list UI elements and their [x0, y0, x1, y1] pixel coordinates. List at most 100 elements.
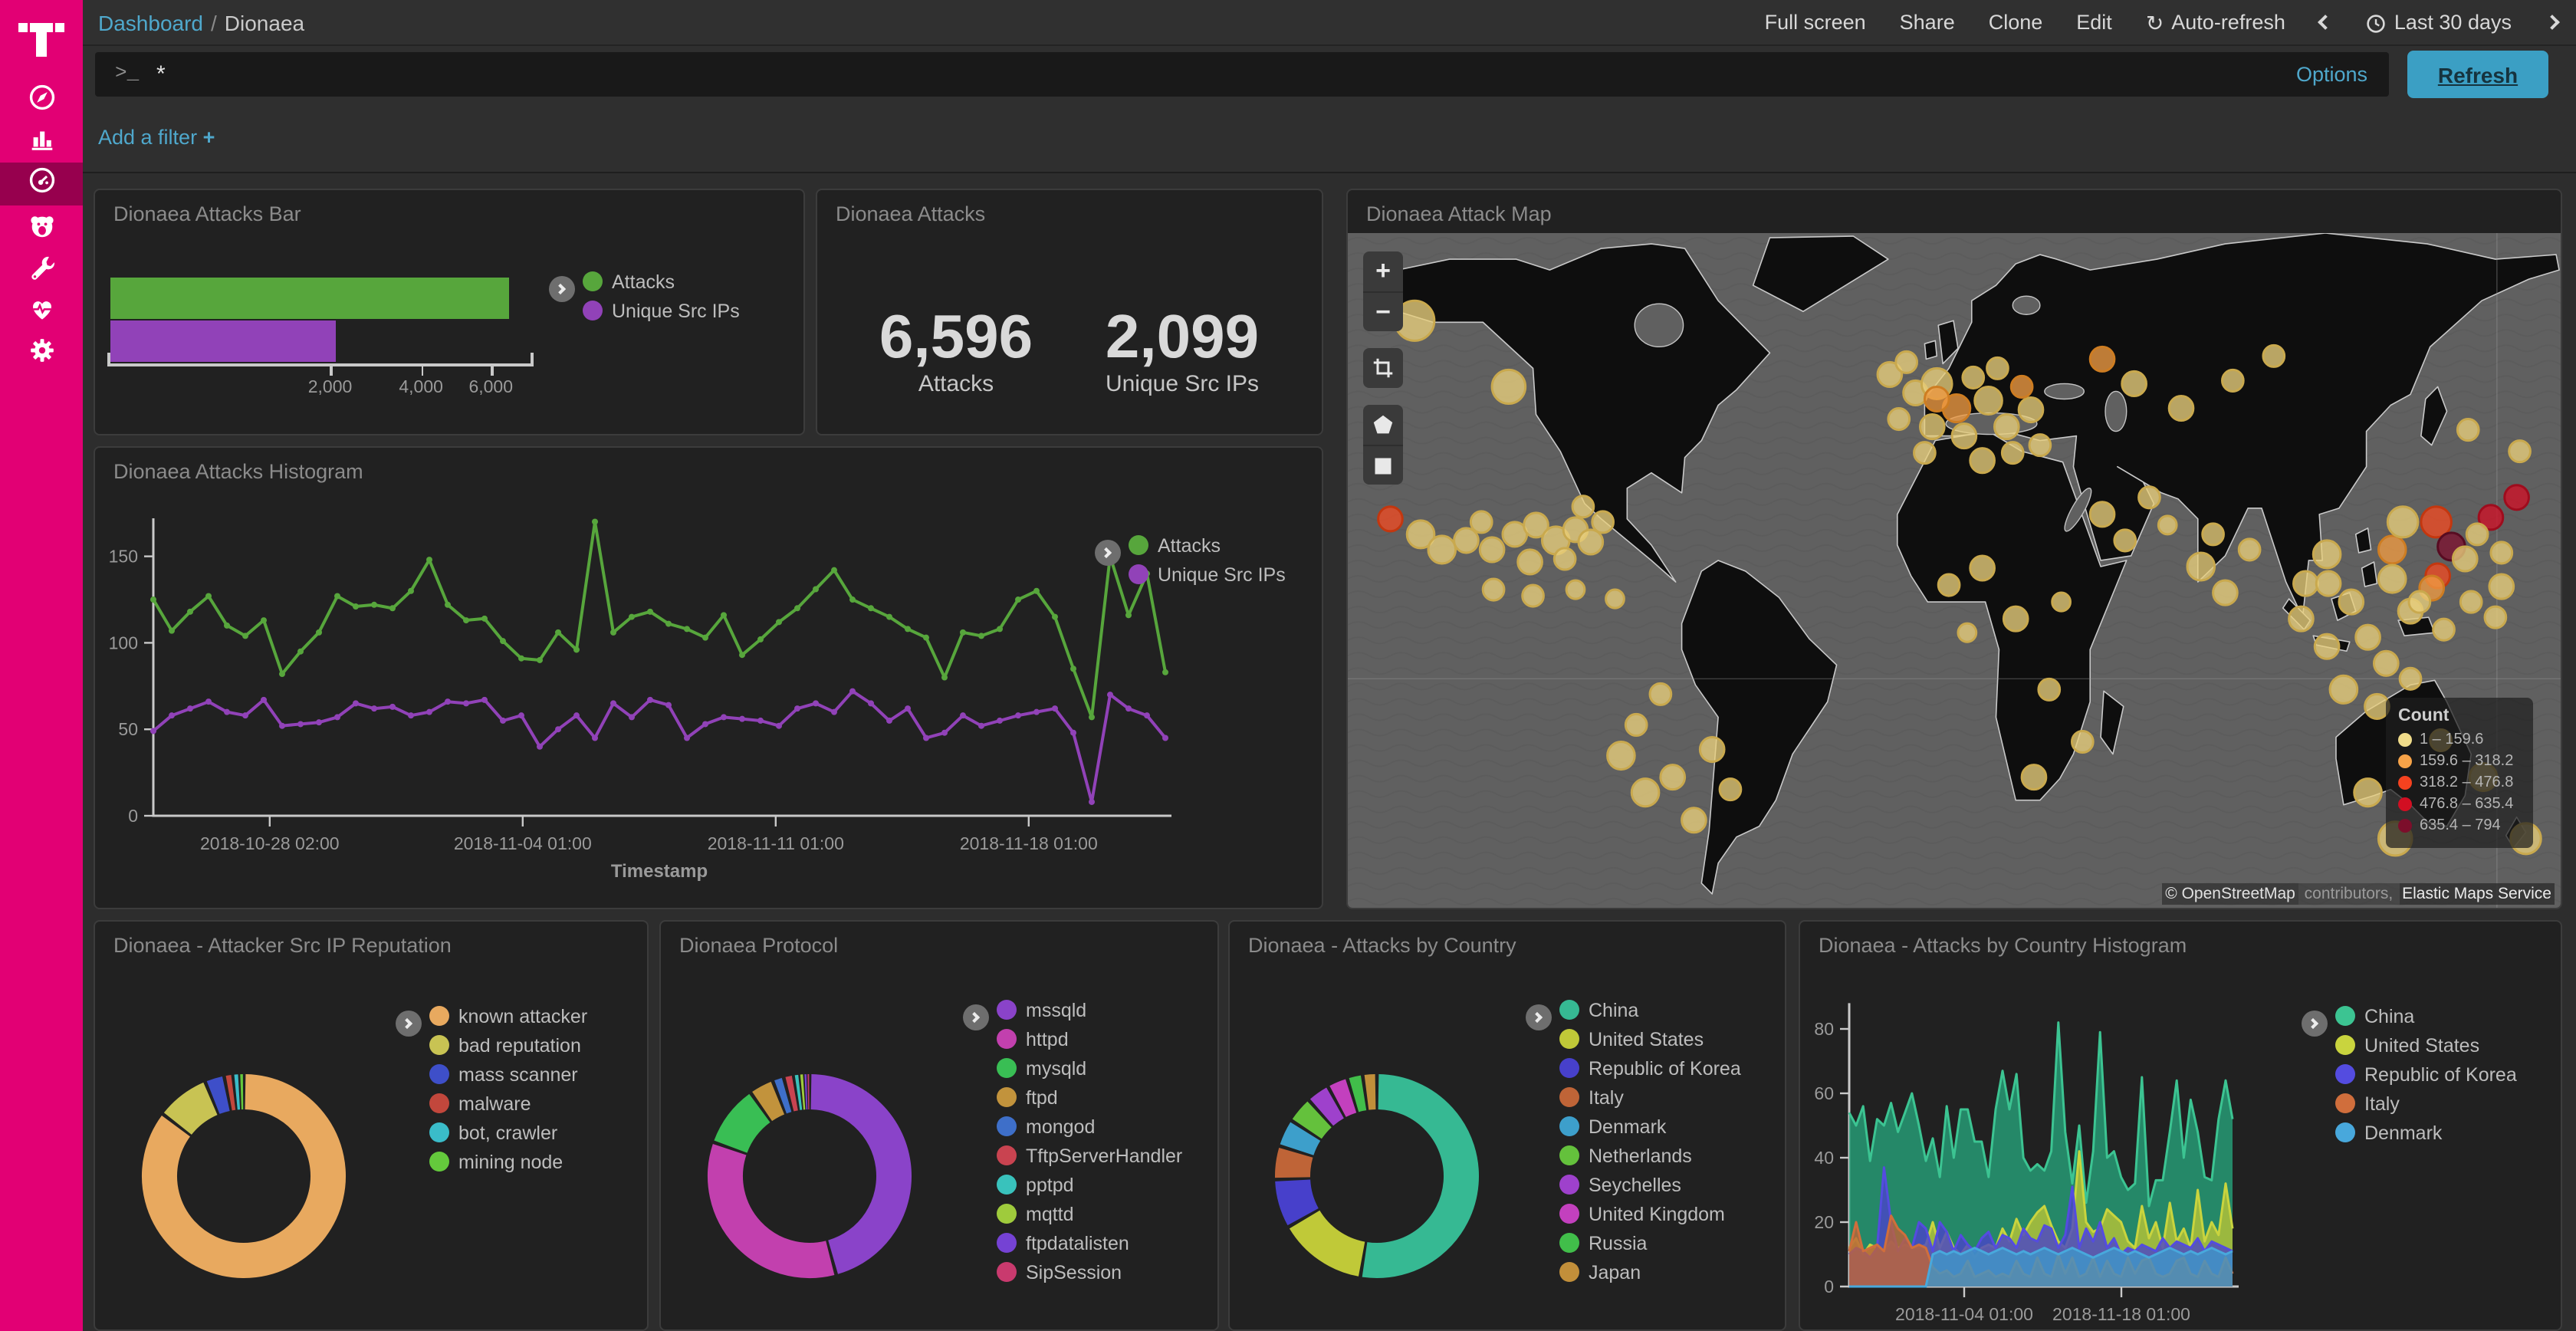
share-button[interactable]: Share: [1899, 11, 1955, 34]
attack-bubble[interactable]: [2338, 588, 2365, 616]
legend-item[interactable]: Republic of Korea: [1559, 1057, 1741, 1079]
sidebar-item-visualize[interactable]: [0, 121, 83, 164]
attack-bubble[interactable]: [2386, 505, 2420, 539]
attack-bubble[interactable]: [2020, 764, 2048, 791]
donut-slice[interactable]: [163, 1082, 219, 1135]
attack-bubble[interactable]: [2157, 514, 2178, 536]
attack-bubble[interactable]: [1490, 368, 1527, 406]
attack-bubble[interactable]: [2312, 539, 2342, 570]
legend-toggle-icon[interactable]: [1095, 540, 1121, 566]
attack-bubble[interactable]: [1659, 764, 1687, 791]
legend-item[interactable]: ftpd: [997, 1086, 1182, 1108]
legend-item[interactable]: Russia: [1559, 1232, 1741, 1254]
legend-item[interactable]: United Kingdom: [1559, 1203, 1741, 1224]
attack-bubble[interactable]: [2121, 370, 2147, 397]
legend-item[interactable]: mssqld: [997, 999, 1182, 1020]
attack-bubble[interactable]: [1894, 350, 1918, 374]
elastic-maps-service-link[interactable]: Elastic Maps Service: [2399, 883, 2555, 905]
donut-slice[interactable]: [1362, 1074, 1479, 1278]
attack-bubble[interactable]: [1577, 528, 1605, 556]
donut-slice[interactable]: [1280, 1122, 1321, 1156]
donut-slice[interactable]: [708, 1144, 835, 1278]
attack-bubble[interactable]: [1876, 360, 1904, 388]
attack-bubble[interactable]: [2488, 573, 2515, 600]
zoom-out-button[interactable]: −: [1363, 291, 1403, 331]
attack-bubble[interactable]: [2167, 394, 2195, 422]
donut-chart-protocol[interactable]: [702, 1069, 917, 1283]
attack-bubble[interactable]: [1973, 385, 2003, 416]
attack-bubble[interactable]: [1887, 407, 1911, 432]
donut-slice[interactable]: [785, 1076, 799, 1112]
legend-item[interactable]: httpd: [997, 1028, 1182, 1050]
attack-bubble[interactable]: [1961, 365, 1986, 389]
attack-bubble[interactable]: [1993, 413, 2020, 441]
legend-item[interactable]: Unique Src IPs: [583, 300, 740, 321]
line-chart[interactable]: 0 50 100 150 2018-10-28 02:00 2018-11-04 01:0…: [95, 481, 1322, 908]
attack-bubble[interactable]: [2377, 534, 2407, 565]
attack-bubble[interactable]: [2186, 551, 2216, 582]
attack-bubble[interactable]: [2353, 777, 2383, 808]
time-forward-button[interactable]: [2528, 0, 2576, 45]
attack-bubble[interactable]: [1606, 741, 1636, 771]
attack-bubble[interactable]: [2009, 374, 2034, 399]
attack-bubble[interactable]: [1681, 807, 1707, 834]
attack-bubble[interactable]: [2288, 605, 2315, 633]
donut-slice[interactable]: [810, 1074, 912, 1274]
donut-slice[interactable]: [774, 1078, 792, 1114]
attack-bubble[interactable]: [1523, 511, 1549, 539]
legend-item[interactable]: United States: [2335, 1034, 2517, 1056]
legend-item[interactable]: TftpServerHandler: [997, 1145, 1182, 1166]
attack-bubble[interactable]: [2201, 522, 2225, 547]
sidebar-item-discover[interactable]: [0, 80, 83, 123]
sidebar-item-monitoring[interactable]: [0, 291, 83, 334]
attack-bubble[interactable]: [2313, 633, 2341, 660]
attack-bubble[interactable]: [2113, 528, 2137, 553]
legend-item[interactable]: ftpdatalisten: [997, 1232, 1182, 1254]
breadcrumb-dashboard-link[interactable]: Dashboard: [98, 10, 203, 35]
attack-bubble[interactable]: [1377, 505, 1404, 533]
sidebar-item-dev-tools[interactable]: [0, 250, 83, 293]
legend-toggle-icon[interactable]: [549, 276, 575, 302]
attack-bubble[interactable]: [2051, 591, 2072, 613]
clone-button[interactable]: Clone: [1988, 11, 2043, 34]
attack-bubble[interactable]: [2377, 564, 2407, 594]
bar-unique-src-ips[interactable]: [110, 320, 336, 362]
attack-bubble[interactable]: [2262, 343, 2286, 368]
attack-bubble[interactable]: [1405, 519, 1436, 550]
zoom-in-button[interactable]: +: [1375, 256, 1391, 285]
attack-bubble[interactable]: [1957, 622, 1978, 643]
donut-slice[interactable]: [1292, 1101, 1332, 1139]
attack-bubble[interactable]: [2459, 590, 2483, 614]
attack-bubble[interactable]: [1516, 548, 1543, 576]
legend-item[interactable]: SipSession: [997, 1261, 1182, 1283]
donut-slice[interactable]: [1289, 1210, 1366, 1277]
legend-item[interactable]: bot, crawler: [429, 1122, 587, 1143]
donut-slice[interactable]: [1329, 1079, 1357, 1118]
attack-bubble[interactable]: [1913, 441, 1937, 465]
attack-bubble[interactable]: [2028, 433, 2052, 458]
legend-toggle-icon[interactable]: [963, 1004, 989, 1030]
attack-bubble[interactable]: [2503, 484, 2530, 511]
donut-slice[interactable]: [1309, 1087, 1345, 1126]
auto-refresh-button[interactable]: ↻ Auto-refresh: [2145, 10, 2285, 35]
attack-bubble[interactable]: [2037, 677, 2062, 702]
attack-bubble[interactable]: [2088, 501, 2116, 528]
attack-bubble[interactable]: [1591, 510, 1615, 534]
attack-bubble[interactable]: [1937, 573, 1961, 597]
attack-bubble[interactable]: [2088, 345, 2116, 373]
attack-bubble[interactable]: [2002, 605, 2029, 633]
attack-bubble[interactable]: [1605, 588, 1625, 610]
attack-bubble[interactable]: [1918, 413, 1946, 441]
legend-item[interactable]: mining node: [429, 1151, 587, 1172]
fit-data-bounds-button[interactable]: [1363, 348, 1403, 388]
attack-bubble[interactable]: [1648, 682, 1673, 706]
donut-chart-country[interactable]: [1270, 1069, 1484, 1283]
attack-bubble[interactable]: [1923, 385, 1950, 413]
legend-item[interactable]: mqttd: [997, 1203, 1182, 1224]
legend-item[interactable]: malware: [429, 1093, 587, 1114]
edit-button[interactable]: Edit: [2076, 11, 2112, 34]
time-back-button[interactable]: [2302, 0, 2350, 45]
sidebar-item-timelion[interactable]: [0, 209, 83, 251]
attack-bubble[interactable]: [1478, 536, 1506, 564]
sidebar-item-management[interactable]: [0, 333, 83, 376]
